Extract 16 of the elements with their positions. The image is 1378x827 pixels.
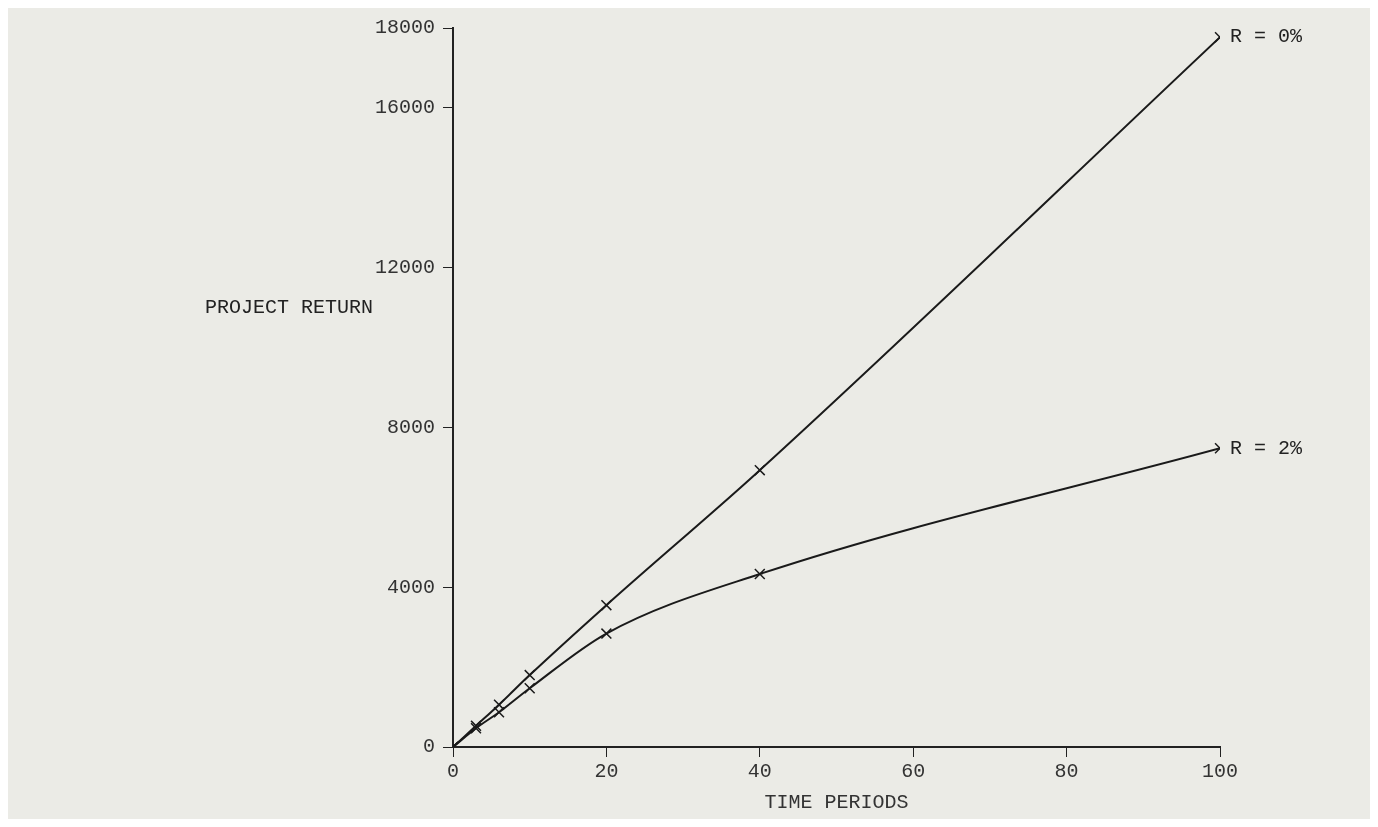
series-label: R = 0% [1230,25,1304,49]
x-tick-label: 40 [747,760,772,784]
y-tick-label: 18000 [374,16,435,40]
y-tick-label: 16000 [374,96,435,120]
y-tick-label: 8000 [386,415,435,439]
series-label: R = 2% [1230,436,1304,460]
y-tick-label: 12000 [374,255,435,279]
x-tick-label: 60 [901,760,926,784]
x-tick-label: 80 [1054,760,1079,784]
y-axis-title: PROJECT RETURN [204,295,373,319]
y-tick-label: 4000 [386,575,435,599]
y-tick-label: 0 [422,735,435,759]
x-tick-label: 20 [594,760,619,784]
x-tick-label: 100 [1201,760,1239,784]
x-axis-title: TIME PERIODS [764,791,909,815]
x-tick-label: 0 [446,760,460,784]
